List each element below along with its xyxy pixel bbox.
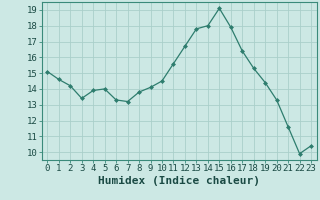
X-axis label: Humidex (Indice chaleur): Humidex (Indice chaleur)	[98, 176, 260, 186]
